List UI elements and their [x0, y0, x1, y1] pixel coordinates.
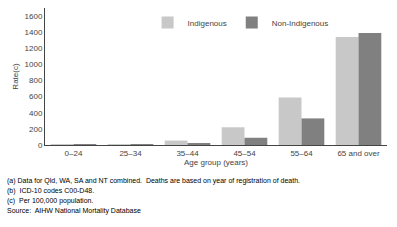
svg-text:0: 0 — [38, 141, 43, 150]
svg-text:1200: 1200 — [25, 44, 43, 53]
svg-text:(a) Data for Qld, WA, SA and N: (a) Data for Qld, WA, SA and NT combined… — [7, 177, 300, 185]
svg-text:25–34: 25–34 — [119, 149, 142, 158]
svg-text:1600: 1600 — [25, 12, 43, 21]
svg-text:65 and over: 65 and over — [337, 149, 380, 158]
svg-text:Source: AIHW National Mortali: Source: AIHW National Mortality Database — [7, 207, 141, 215]
svg-text:45–54: 45–54 — [233, 149, 256, 158]
svg-text:55–64: 55–64 — [290, 149, 313, 158]
svg-text:Non-Indigenous: Non-Indigenous — [272, 19, 328, 28]
svg-text:(c) Per 100,000 population.: (c) Per 100,000 population. — [7, 197, 93, 205]
svg-text:(b) ICD-10 codes C00-D48.: (b) ICD-10 codes C00-D48. — [7, 187, 94, 195]
svg-text:200: 200 — [29, 125, 43, 134]
svg-text:0–24: 0–24 — [65, 149, 83, 158]
svg-text:400: 400 — [29, 109, 43, 118]
svg-text:Rate(c): Rate(c) — [11, 63, 20, 90]
svg-text:800: 800 — [29, 76, 43, 85]
svg-text:600: 600 — [29, 92, 43, 101]
svg-text:1400: 1400 — [25, 28, 43, 37]
svg-text:1000: 1000 — [25, 60, 43, 69]
svg-text:Indigenous: Indigenous — [188, 19, 227, 28]
svg-text:Age group (years): Age group (years) — [184, 158, 248, 167]
svg-text:35–44: 35–44 — [176, 149, 199, 158]
